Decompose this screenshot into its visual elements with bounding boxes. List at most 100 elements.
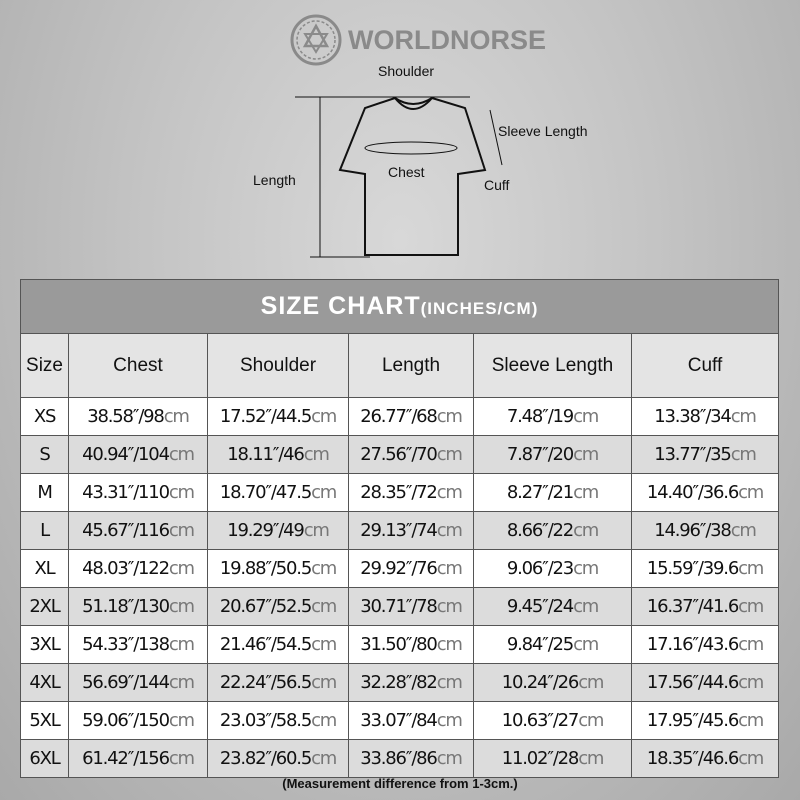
unit-label: cm bbox=[303, 444, 330, 465]
measurement-value: 17.56″/44.6 bbox=[646, 672, 739, 693]
measurement-cell: 13.77″/35cm bbox=[631, 435, 779, 474]
measurement-value: 23.03″/58.5 bbox=[219, 710, 312, 731]
measurement-cell: 9.45″/24cm bbox=[473, 587, 632, 626]
unit-label: cm bbox=[168, 558, 195, 579]
measurement-note: (Measurement difference from 1-3cm.) bbox=[282, 776, 518, 791]
measurement-cell: 38.58″/98cm bbox=[68, 397, 208, 436]
size-cell: XS bbox=[20, 397, 69, 436]
measurement-value: 16.37″/41.6 bbox=[646, 596, 739, 617]
measurement-value: 14.40″/36.6 bbox=[646, 482, 739, 503]
table-row: L 45.67″/116cm 19.29″/49cm 29.13″/74cm 8.66″… bbox=[20, 511, 779, 550]
measurement-cell: 10.24″/26cm bbox=[473, 663, 632, 702]
measurement-value: 31.50″/80 bbox=[360, 634, 438, 655]
measurement-value: 20.67″/52.5 bbox=[219, 596, 312, 617]
measurement-cell: 27.56″/70cm bbox=[348, 435, 474, 474]
unit-label: cm bbox=[311, 596, 337, 617]
unit-label: cm bbox=[168, 748, 195, 769]
title-text: SIZE CHART bbox=[260, 292, 421, 320]
measurement-cell: 54.33″/138cm bbox=[68, 625, 208, 664]
measurement-cell: 18.11″/46cm bbox=[207, 435, 349, 474]
measurement-value: 38.58″/98 bbox=[87, 406, 165, 427]
unit-label: cm bbox=[738, 558, 764, 579]
measurement-cell: 31.50″/80cm bbox=[348, 625, 474, 664]
measurement-value: 19.29″/49 bbox=[227, 520, 305, 541]
table-row: 3XL 54.33″/138cm 21.46″/54.5cm 31.50″/80cm 9… bbox=[20, 625, 779, 664]
measurement-cell: 45.67″/116cm bbox=[68, 511, 208, 550]
unit-label: cm bbox=[738, 748, 764, 769]
measurement-cell: 51.18″/130cm bbox=[68, 587, 208, 626]
table-row: 6XL 61.42″/156cm 23.82″/60.5cm 33.86″/86cm 1… bbox=[20, 739, 779, 778]
unit-label: cm bbox=[436, 748, 463, 769]
size-cell: S bbox=[20, 435, 69, 474]
unit-label: cm bbox=[436, 672, 463, 693]
measurement-value: 29.13″/74 bbox=[360, 520, 438, 541]
unit-label: cm bbox=[578, 748, 604, 769]
unit-label: cm bbox=[163, 406, 190, 427]
measurement-value: 21.46″/54.5 bbox=[219, 634, 312, 655]
measurement-cell: 8.66″/22cm bbox=[473, 511, 632, 550]
table-row: 5XL 59.06″/150cm 23.03″/58.5cm 33.07″/84cm 1… bbox=[20, 701, 779, 740]
unit-label: cm bbox=[168, 444, 195, 465]
table-row: XL 48.03″/122cm 19.88″/50.5cm 29.92″/76cm 9.… bbox=[20, 549, 779, 588]
measurement-cell: 40.94″/104cm bbox=[68, 435, 208, 474]
unit-label: cm bbox=[168, 520, 195, 541]
column-header: Size bbox=[20, 333, 69, 398]
column-header: Sleeve Length bbox=[473, 333, 632, 398]
size-cell: 5XL bbox=[20, 701, 69, 740]
measurement-cell: 29.13″/74cm bbox=[348, 511, 474, 550]
measurement-value: 18.11″/46 bbox=[227, 444, 305, 465]
unit-label: cm bbox=[436, 482, 463, 503]
table-row: 4XL 56.69″/144cm 22.24″/56.5cm 32.28″/82cm 1… bbox=[20, 663, 779, 702]
measurement-cell: 9.06″/23cm bbox=[473, 549, 632, 588]
measurement-cell: 7.48″/19cm bbox=[473, 397, 632, 436]
chest-label: Chest bbox=[388, 164, 425, 180]
table-row: 2XL 51.18″/130cm 20.67″/52.5cm 30.71″/78cm 9… bbox=[20, 587, 779, 626]
unit-label: cm bbox=[311, 482, 337, 503]
measurement-value: 8.66″/22 bbox=[506, 520, 574, 541]
unit-label: cm bbox=[436, 710, 463, 731]
measurement-cell: 16.37″/41.6cm bbox=[631, 587, 779, 626]
measurement-cell: 28.35″/72cm bbox=[348, 473, 474, 512]
measurement-value: 14.96″/38 bbox=[654, 520, 732, 541]
unit-label: cm bbox=[573, 520, 599, 541]
unit-label: cm bbox=[168, 634, 195, 655]
unit-label: cm bbox=[573, 406, 599, 427]
size-chart-title: SIZE CHART(INCHES/CM) bbox=[20, 279, 779, 334]
measurement-value: 54.33″/138 bbox=[82, 634, 170, 655]
measurement-value: 9.06″/23 bbox=[506, 558, 574, 579]
unit-label: cm bbox=[436, 634, 463, 655]
unit-label: cm bbox=[168, 710, 195, 731]
measurement-cell: 17.16″/43.6cm bbox=[631, 625, 779, 664]
measurement-value: 33.86″/86 bbox=[360, 748, 438, 769]
measurement-cell: 18.70″/47.5cm bbox=[207, 473, 349, 512]
unit-label: cm bbox=[303, 520, 330, 541]
column-header: Shoulder bbox=[207, 333, 349, 398]
unit-label: cm bbox=[730, 406, 757, 427]
cuff-label: Cuff bbox=[484, 177, 510, 193]
measurement-value: 61.42″/156 bbox=[82, 748, 170, 769]
measurement-value: 7.87″/20 bbox=[506, 444, 574, 465]
measurement-cell: 19.29″/49cm bbox=[207, 511, 349, 550]
valknut-logo-icon bbox=[290, 14, 342, 66]
measurement-value: 11.02″/28 bbox=[501, 748, 580, 769]
shoulder-label: Shoulder bbox=[378, 63, 435, 79]
size-cell: 4XL bbox=[20, 663, 69, 702]
size-cell: M bbox=[20, 473, 69, 512]
measurement-value: 13.38″/34 bbox=[654, 406, 732, 427]
unit-label: cm bbox=[738, 596, 764, 617]
measurement-cell: 15.59″/39.6cm bbox=[631, 549, 779, 588]
unit-label: cm bbox=[578, 672, 604, 693]
measurement-cell: 17.56″/44.6cm bbox=[631, 663, 779, 702]
measurement-cell: 9.84″/25cm bbox=[473, 625, 632, 664]
tshirt-outline-icon bbox=[295, 96, 503, 258]
measurement-value: 27.56″/70 bbox=[360, 444, 438, 465]
measurement-value: 17.52″/44.5 bbox=[219, 406, 312, 427]
measurement-value: 10.24″/26 bbox=[501, 672, 580, 693]
measurement-value: 22.24″/56.5 bbox=[219, 672, 312, 693]
measurement-cell: 14.40″/36.6cm bbox=[631, 473, 779, 512]
measurement-cell: 33.86″/86cm bbox=[348, 739, 474, 778]
unit-label: cm bbox=[738, 710, 764, 731]
length-label: Length bbox=[253, 172, 296, 188]
measurement-value: 15.59″/39.6 bbox=[646, 558, 739, 579]
measurement-value: 9.45″/24 bbox=[506, 596, 574, 617]
